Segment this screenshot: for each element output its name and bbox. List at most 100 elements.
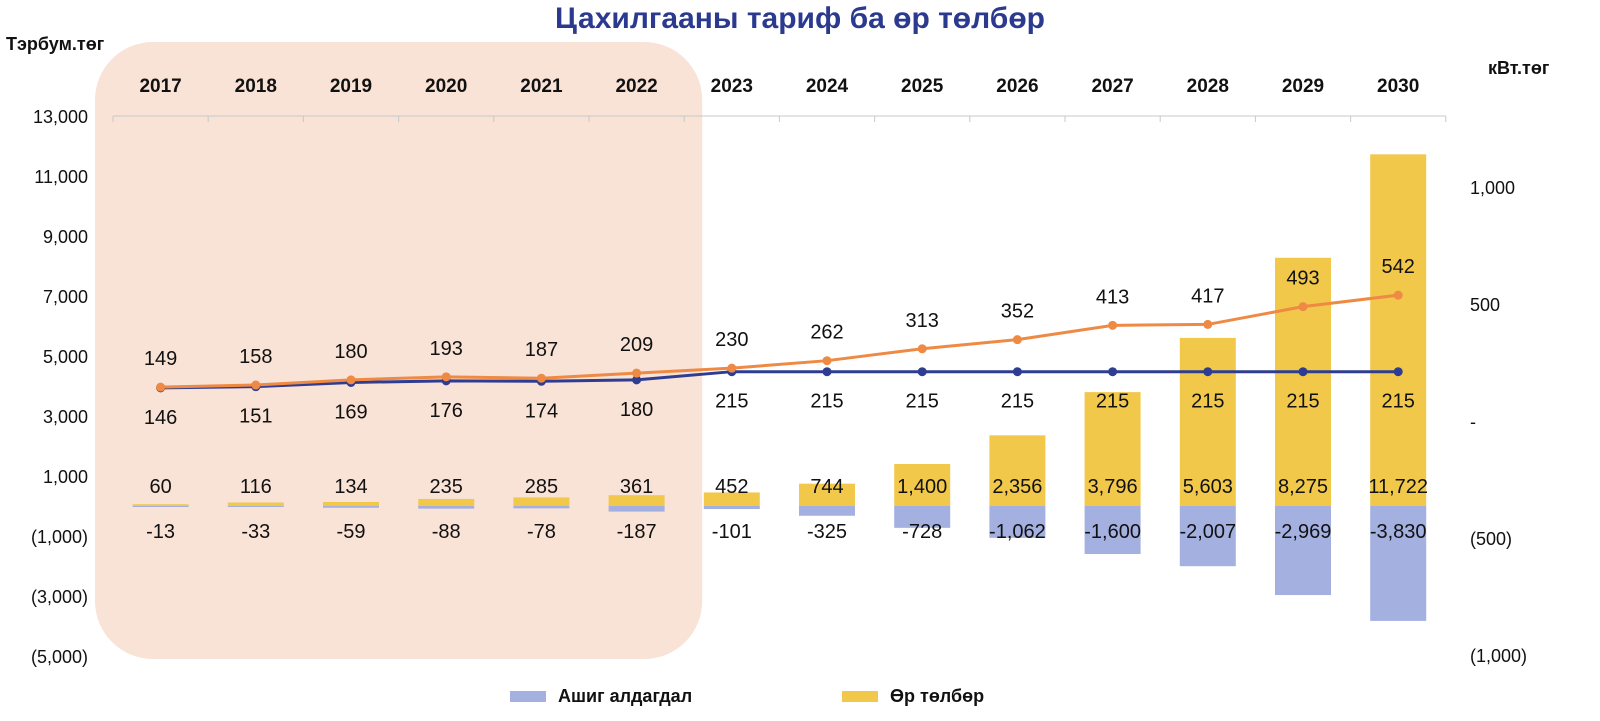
tariff-upper-label-2028: 417 xyxy=(1191,285,1224,307)
legend-label-loss: Ашиг алдагдал xyxy=(558,686,693,706)
tariff-upper-point-2017 xyxy=(156,382,166,392)
year-label-2024: 2024 xyxy=(806,76,849,97)
tariff-upper-label-2022: 209 xyxy=(620,334,653,356)
debt-bar-2018 xyxy=(227,502,284,506)
tariff-lower-label-2025: 215 xyxy=(906,391,939,413)
debt-label-2029: 8,275 xyxy=(1278,476,1328,498)
right-axis-unit: кВт.төг xyxy=(1488,58,1550,78)
tariff-lower-point-2027 xyxy=(1108,367,1118,377)
tariff-upper-point-2025 xyxy=(917,344,927,354)
tariff-upper-label-2026: 352 xyxy=(1001,301,1034,323)
loss-bar-2019 xyxy=(323,506,379,508)
debt-bar-2030 xyxy=(1370,154,1427,506)
debt-label-2026: 2,356 xyxy=(992,476,1042,498)
left-axis-tick-label: 3,000 xyxy=(43,407,88,427)
left-axis-tick-label: (5,000) xyxy=(31,647,88,667)
debt-label-2025: 1,400 xyxy=(897,476,947,498)
tariff-upper-point-2028 xyxy=(1203,319,1213,329)
right-axis-tick-label: - xyxy=(1470,412,1476,432)
tariff-upper-point-2024 xyxy=(822,356,832,366)
tariff-upper-point-2021 xyxy=(536,373,546,383)
debt-bar-2023 xyxy=(703,492,760,506)
year-label-2020: 2020 xyxy=(425,76,467,97)
debt-bar-2019 xyxy=(323,501,379,506)
year-label-2018: 2018 xyxy=(235,76,277,97)
debt-label-2017: 60 xyxy=(149,476,171,498)
right-axis-tick-label: (500) xyxy=(1470,529,1512,549)
tariff-upper-point-2026 xyxy=(1012,335,1022,345)
tariff-upper-label-2021: 187 xyxy=(525,339,558,361)
tariff-lower-point-2028 xyxy=(1203,367,1213,377)
tariff-lower-label-2020: 176 xyxy=(430,400,463,422)
left-axis-tick-label: 9,000 xyxy=(43,227,88,247)
tariff-lower-point-2025 xyxy=(917,367,927,377)
tariff-upper-label-2019: 180 xyxy=(334,341,367,363)
debt-bar-2029 xyxy=(1275,257,1331,506)
left-axis-unit: Тэрбум.төг xyxy=(6,34,105,54)
right-axis-tick-label: 500 xyxy=(1470,295,1500,315)
tariff-lower-label-2030: 215 xyxy=(1382,391,1415,413)
loss-bar-2017 xyxy=(132,506,189,507)
history-highlight-box xyxy=(95,42,703,659)
tariff-lower-point-2022 xyxy=(632,375,642,385)
right-axis-tick-label: (1,000) xyxy=(1470,646,1527,666)
debt-label-2030: 11,722 xyxy=(1368,476,1428,498)
debt-label-2022: 361 xyxy=(620,476,653,498)
loss-label-2025: -728 xyxy=(902,521,942,543)
tariff-lower-point-2026 xyxy=(1012,367,1022,377)
tariff-upper-label-2024: 262 xyxy=(810,322,843,344)
year-label-2022: 2022 xyxy=(615,76,657,97)
debt-bar-2017 xyxy=(132,504,189,506)
loss-label-2017: -13 xyxy=(146,521,175,543)
debt-label-2018: 116 xyxy=(240,476,272,498)
debt-label-2019: 134 xyxy=(334,476,367,498)
year-label-2027: 2027 xyxy=(1091,76,1133,97)
debt-bar-2024 xyxy=(799,483,855,506)
loss-label-2020: -88 xyxy=(432,521,461,543)
year-label-2026: 2026 xyxy=(996,76,1038,97)
loss-bar-2023 xyxy=(703,506,760,510)
year-label-2021: 2021 xyxy=(520,76,563,97)
tariff-lower-label-2026: 215 xyxy=(1001,391,1034,413)
loss-bar-2022 xyxy=(608,506,665,512)
left-axis-tick-label: 5,000 xyxy=(43,347,88,367)
debt-bar-2027 xyxy=(1084,392,1141,506)
loss-bar-2027 xyxy=(1084,506,1141,554)
year-label-2028: 2028 xyxy=(1187,76,1229,97)
tariff-lower-label-2024: 215 xyxy=(810,391,843,413)
tariff-lower-label-2022: 180 xyxy=(620,399,653,421)
tariff-lower-label-2017: 146 xyxy=(144,407,177,429)
debt-bar-2021 xyxy=(513,497,570,506)
loss-label-2018: -33 xyxy=(241,521,270,543)
tariff-upper-label-2018: 158 xyxy=(239,346,272,368)
loss-label-2021: -78 xyxy=(527,521,556,543)
debt-label-2020: 235 xyxy=(430,476,463,498)
loss-bar-2030 xyxy=(1370,506,1427,621)
tariff-upper-point-2030 xyxy=(1393,290,1403,300)
debt-bar-2026 xyxy=(989,435,1046,506)
loss-bar-2028 xyxy=(1179,506,1236,567)
right-axis-tick-label: 1,000 xyxy=(1470,178,1515,198)
tariff-lower-label-2021: 174 xyxy=(525,400,558,422)
loss-label-2023: -101 xyxy=(712,521,752,543)
chart-title: Цахилгааны тариф ба өр төлбөр xyxy=(555,2,1045,35)
left-axis-tick-label: (1,000) xyxy=(31,527,88,547)
tariff-lower-point-2030 xyxy=(1393,367,1403,377)
loss-label-2027: -1,600 xyxy=(1084,521,1141,543)
tariff-upper-point-2019 xyxy=(346,375,356,385)
tariff-upper-label-2027: 413 xyxy=(1096,286,1129,308)
debt-label-2027: 3,796 xyxy=(1088,476,1138,498)
loss-label-2030: -3,830 xyxy=(1370,521,1427,543)
left-axis-tick-label: 1,000 xyxy=(43,467,88,487)
year-label-2025: 2025 xyxy=(901,76,944,97)
tariff-upper-point-2022 xyxy=(632,368,642,378)
tariff-lower-label-2018: 151 xyxy=(239,406,272,428)
tariff-upper-label-2020: 193 xyxy=(430,338,463,360)
loss-bar-2025 xyxy=(894,506,951,528)
tariff-upper-label-2025: 313 xyxy=(906,310,939,332)
year-label-2017: 2017 xyxy=(139,76,181,97)
loss-bar-2021 xyxy=(513,506,570,509)
loss-label-2026: -1,062 xyxy=(989,521,1046,543)
loss-bar-2024 xyxy=(799,506,855,516)
left-axis-tick-label: 11,000 xyxy=(34,167,88,187)
